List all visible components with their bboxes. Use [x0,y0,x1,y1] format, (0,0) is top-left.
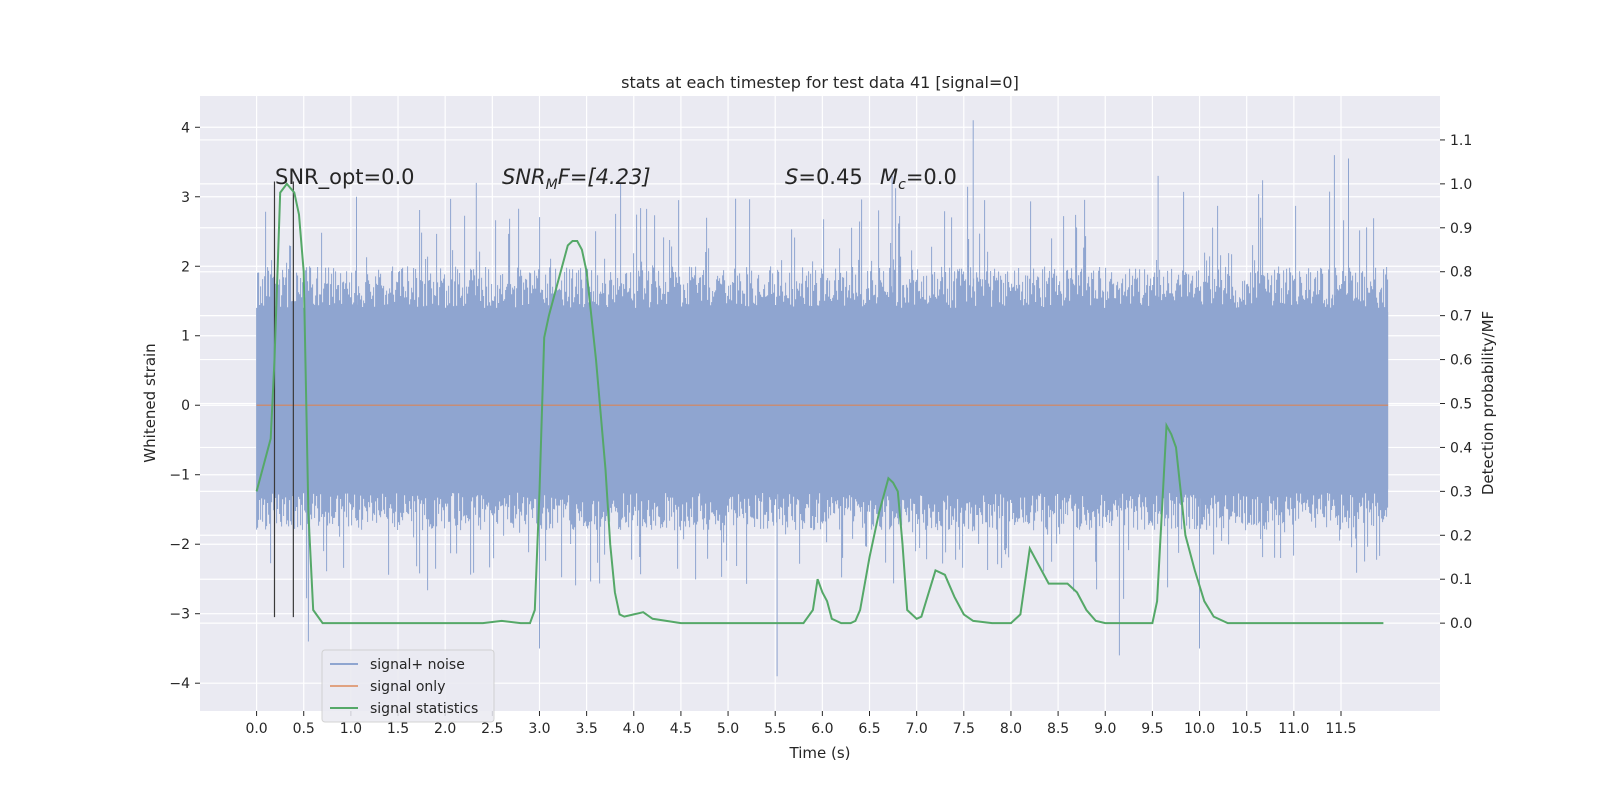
x-tick-label: 6.0 [811,721,833,737]
y-right-tick-label: 0.4 [1450,440,1472,456]
x-tick-label: 5.0 [717,721,739,737]
x-tick-label: 10.5 [1231,721,1262,737]
annotation-snr-opt: SNR_opt=0.0 [275,165,415,190]
y-right-axis-ticks: 0.0 0.1 0.2 0.3 0.4 0.5 0.6 0.7 0.8 0.9 1.0 1.1 [1440,133,1472,632]
y-tick-label: 2 [181,259,190,275]
signal-noise-series [256,120,1389,677]
s-rest: =0.45 [798,165,862,189]
x-tick-label: 2.5 [481,721,503,737]
legend: signal+ noise signal only signal statist… [321,649,495,723]
snr-mf-sub: M [546,177,558,193]
y-right-tick-label: 1.0 [1450,177,1472,193]
x-tick-label: 1.0 [340,721,362,737]
y-tick-label: 4 [181,120,190,136]
x-axis-ticks: 0.0 0.5 1.0 1.5 2.0 2.5 3.0 3.5 4.0 4.5 5.0 5.5 6.0 6… [245,711,1357,737]
x-tick-label: 10.0 [1184,721,1215,737]
x-tick-label: 9.0 [1094,721,1116,737]
mc-sub: c [898,177,906,193]
vertical-markers [273,181,294,618]
noise-trace [256,120,1389,677]
x-tick-label: 4.5 [670,721,692,737]
legend-label-signal-noise: signal+ noise [370,657,465,673]
x-tick-label: 11.0 [1278,721,1309,737]
mc-main: M [880,165,898,189]
signal-statistics-series [255,182,1384,625]
x-tick-label: 7.0 [906,721,928,737]
y-tick-label: 1 [181,329,190,345]
snr-mf-rest: F=[4.23] [558,165,651,189]
x-tick-label: 0.0 [245,721,267,737]
y-right-tick-label: 0.0 [1450,616,1472,632]
annotation-s: S=0.45 [785,165,863,189]
x-tick-label: 9.5 [1141,721,1163,737]
mc-rest: =0.0 [906,165,957,189]
y-tick-label: −1 [169,468,190,484]
y-tick-label: −3 [169,607,190,623]
y-right-tick-label: 0.7 [1450,309,1472,325]
y-right-tick-label: 0.6 [1450,353,1472,369]
y-axis-label: Whitened strain [141,343,159,462]
y-right-tick-label: 0.9 [1450,221,1472,237]
x-tick-label: 8.5 [1047,721,1069,737]
snr-mf-main: SNR [502,165,546,189]
legend-label-signal-only: signal only [370,679,445,695]
y-tick-label: −4 [169,676,190,692]
y-right-tick-label: 0.5 [1450,397,1472,413]
x-tick-label: 1.5 [387,721,409,737]
x-tick-label: 7.5 [953,721,975,737]
y-right-tick-label: 0.3 [1450,484,1472,500]
chart-title: stats at each timestep for test data 41 … [621,73,1019,92]
y-right-tick-label: 0.8 [1450,265,1472,281]
y-right-axis-label: Detection probability/MF [1479,311,1497,495]
annotation-snr-mf: SNRMF=[4.23] [502,165,651,193]
legend-box [321,649,495,723]
y-tick-label: 0 [181,398,190,414]
legend-label-signal-statistics: signal statistics [370,701,478,717]
x-axis-label: Time (s) [789,744,851,762]
y-axis-ticks: −4 −3 −2 −1 0 1 2 3 4 [169,120,200,692]
x-tick-label: 0.5 [293,721,315,737]
annotation-mc: Mc=0.0 [880,165,957,193]
s-main: S [785,165,798,189]
y-right-tick-label: 0.2 [1450,528,1472,544]
y-tick-label: 3 [181,190,190,206]
x-tick-label: 11.5 [1325,721,1356,737]
x-tick-label: 4.0 [623,721,645,737]
y-right-tick-label: 1.1 [1450,133,1472,149]
x-tick-label: 3.5 [575,721,597,737]
x-tick-label: 2.0 [434,721,456,737]
x-tick-label: 3.0 [528,721,550,737]
x-tick-label: 6.5 [858,721,880,737]
y-right-tick-label: 0.1 [1450,572,1472,588]
x-tick-label: 8.0 [1000,721,1022,737]
x-tick-label: 5.5 [764,721,786,737]
y-tick-label: −2 [169,537,190,553]
